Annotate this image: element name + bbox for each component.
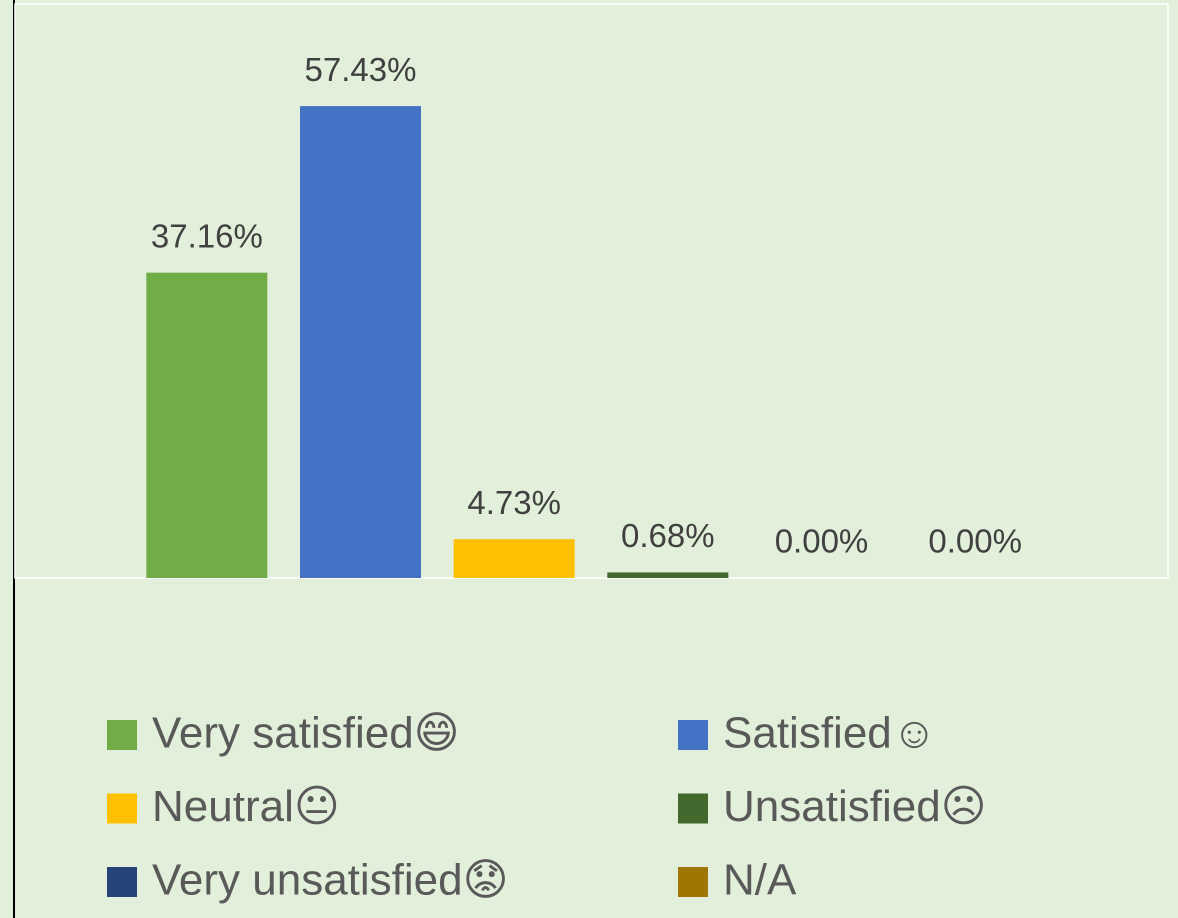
bar [607, 572, 729, 578]
legend-label: Very unsatisfied😟 [152, 856, 509, 905]
data-label: 0.00% [928, 523, 1022, 560]
bar [300, 106, 421, 579]
legend-swatch [678, 793, 708, 824]
legend-label: Very satisfied😄 [152, 709, 460, 758]
legend-swatch [107, 793, 137, 824]
bar [453, 539, 575, 578]
bar [146, 272, 268, 578]
data-label: 4.73% [467, 484, 561, 521]
data-label: 57.43% [305, 51, 417, 88]
legend-swatch [107, 720, 137, 750]
legend-label: Neutral😐 [152, 782, 340, 831]
legend-label: N/A [723, 856, 797, 905]
data-label: 0.68% [621, 517, 715, 554]
legend-swatch [678, 720, 708, 750]
legend-swatch [107, 867, 137, 897]
legend-label: Unsatisfied☹ [723, 782, 987, 831]
data-label: 37.16% [151, 217, 263, 254]
data-label: 0.00% [775, 523, 869, 560]
plot-area [14, 3, 1169, 579]
legend-swatch [678, 867, 708, 897]
legend-label: Satisfied☺ [723, 709, 937, 758]
